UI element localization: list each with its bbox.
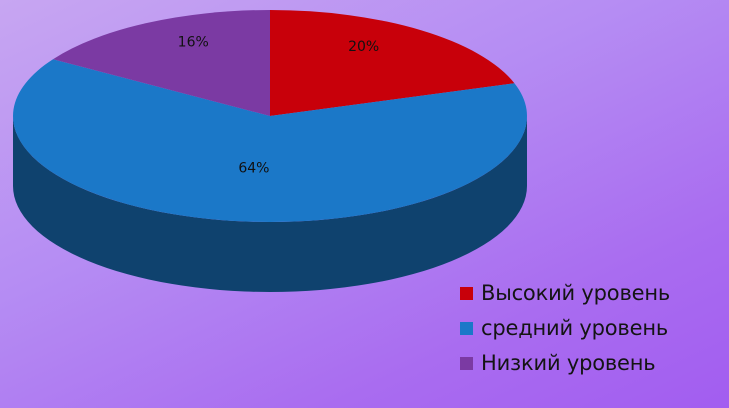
pie-label-high: 20% <box>348 39 379 55</box>
pie-top-group <box>12 10 528 223</box>
pie-label-medium: 64% <box>238 161 269 177</box>
legend-swatch-high <box>460 286 473 300</box>
legend-label-low: Низкий уровень <box>481 351 656 375</box>
legend: Высокий уровень средний уровень Низкий у… <box>460 280 670 376</box>
pie-slice-low <box>53 10 271 116</box>
pie-label-low: 16% <box>178 34 209 50</box>
pie-slice-high <box>270 10 515 116</box>
legend-swatch-medium <box>460 321 473 335</box>
legend-swatch-low <box>460 356 473 370</box>
legend-label-medium: средний уровень <box>481 316 669 340</box>
legend-item-high: Высокий уровень <box>460 280 670 306</box>
pie-label-group: 20% 64% 16% <box>178 34 380 176</box>
pie-side-group <box>13 116 527 292</box>
pie-side-medium <box>13 116 527 292</box>
legend-item-low: Низкий уровень <box>460 350 670 376</box>
legend-item-medium: средний уровень <box>460 315 670 341</box>
legend-label-high: Высокий уровень <box>481 281 671 305</box>
pie-slice-medium <box>12 59 528 223</box>
